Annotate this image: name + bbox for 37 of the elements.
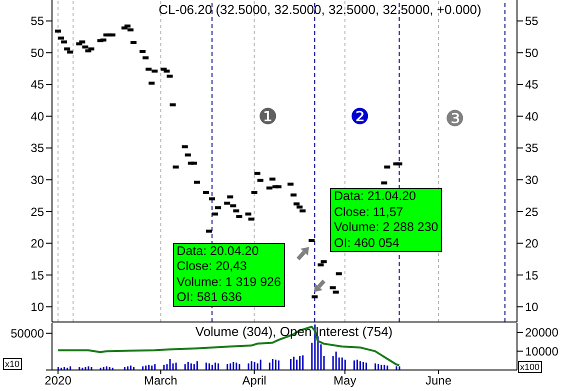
y-tick-label: 45 xyxy=(30,78,44,92)
y2-tick-label: 50 xyxy=(525,46,539,60)
y-tick-label: 25 xyxy=(30,204,44,219)
text: x100 xyxy=(518,361,542,373)
annotation: ❷ xyxy=(350,105,370,130)
x-tick-label: June xyxy=(425,374,452,388)
y2-tick-label: 55 xyxy=(525,14,539,28)
y2-tick-label: 25 xyxy=(525,204,539,219)
y2-tick-label: 35 xyxy=(525,141,539,156)
chart-title: CL-06.20 (32.5000, 32.5000, 32.5000, 32.5000, +0.000) xyxy=(158,2,482,17)
x-tick-label: March xyxy=(144,374,178,388)
y2-tick-label: 30 xyxy=(525,172,539,187)
y-tick-label: 55 xyxy=(30,14,44,28)
y-tick-label: 50 xyxy=(30,46,44,60)
line-series xyxy=(57,326,400,366)
annotation: Data: 21.04.20 Close: 11,57 Volume: 2 288 230 OI: 460 054 xyxy=(330,188,442,252)
x-tick-label: April xyxy=(242,374,266,388)
y2-tick-label: 45 xyxy=(525,78,539,92)
y2-tick-label: 10000 xyxy=(525,344,559,358)
y-tick-label: 10 xyxy=(30,300,44,314)
x-tick-label: May xyxy=(334,374,356,388)
annotation: Data: 20.04.20 Close: 20,43 Volume: 1 319 926 OI: 581 636 xyxy=(172,242,285,306)
y2-tick-label: 20000 xyxy=(525,326,559,340)
y2-tick-label: 10 xyxy=(525,300,539,314)
x-tick-label: 2020 xyxy=(44,374,72,388)
text: x10 xyxy=(3,358,22,370)
y-tick-label: 15 xyxy=(30,268,44,282)
y2-tick-label: 40 xyxy=(525,109,539,124)
y-tick-label: 40 xyxy=(30,109,44,124)
annotation: ❸ xyxy=(445,107,465,132)
y2-tick-label: 20 xyxy=(525,236,539,251)
y-tick-label: 20 xyxy=(30,236,44,251)
annotation: ❶ xyxy=(258,105,278,130)
y-tick-label: 50000 xyxy=(10,326,44,341)
y-tick-label: 30 xyxy=(30,172,44,187)
y-tick-label: 35 xyxy=(30,141,44,156)
y2-tick-label: 15 xyxy=(525,268,539,282)
